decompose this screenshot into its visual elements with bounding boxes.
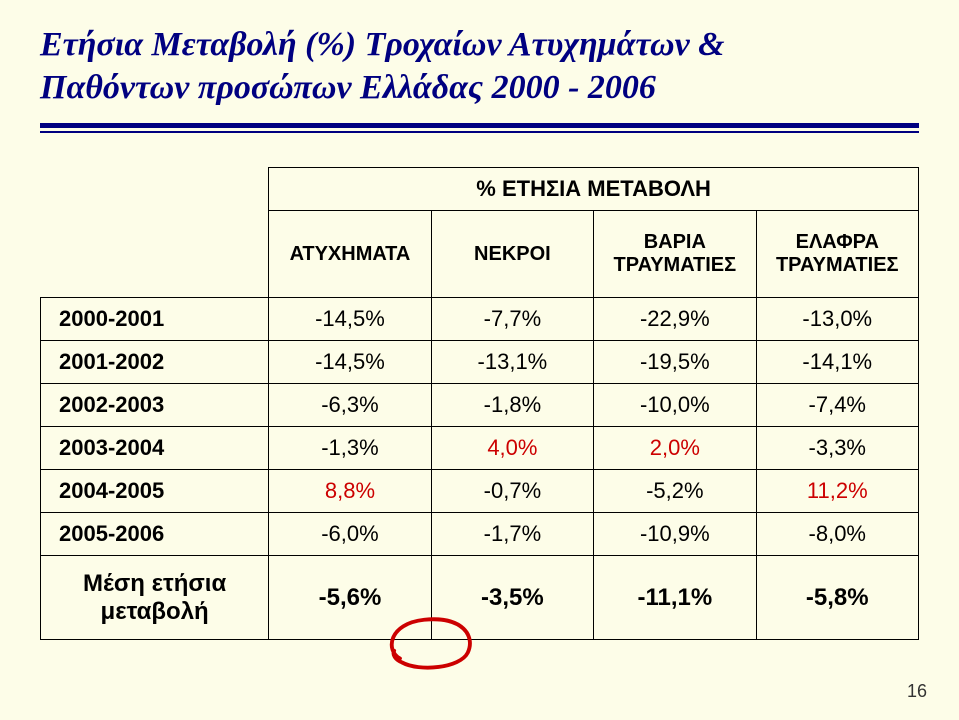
col-header: ΕΛΑΦΡΑ ΤΡΑΥΜΑΤΙΕΣ [756,211,918,298]
footer-label: Μέση ετήσια μεταβολή [41,556,269,640]
title-line-1: Ετήσια Μεταβολή (%) Τροχαίων Ατυχημάτων … [40,26,725,63]
value-cell: -10,0% [594,384,756,427]
col-header: ΑΤΥΧΗΜΑΤΑ [269,211,431,298]
footer-value: -11,1% [594,556,756,640]
year-cell: 2002-2003 [41,384,269,427]
value-cell: 11,2% [756,470,918,513]
year-cell: 2001-2002 [41,341,269,384]
year-cell: 2004-2005 [41,470,269,513]
table-row: 2003-2004 -1,3% 4,0% 2,0% -3,3% [41,427,919,470]
title-underline [40,123,919,133]
year-cell: 2000-2001 [41,298,269,341]
value-cell: -10,9% [594,513,756,556]
table-row: 2000-2001 -14,5% -7,7% -22,9% -13,0% [41,298,919,341]
table-corner-blank [41,168,269,298]
value-cell: -13,0% [756,298,918,341]
value-cell: -6,0% [269,513,431,556]
value-cell: -1,8% [431,384,593,427]
value-cell: -14,5% [269,298,431,341]
value-cell: -14,1% [756,341,918,384]
table-header-top: % ΕΤΗΣΙΑ ΜΕΤΑΒΟΛΗ [269,168,919,211]
page-number: 16 [907,681,927,702]
year-cell: 2005-2006 [41,513,269,556]
value-cell: -3,3% [756,427,918,470]
footer-value: -5,6% [269,556,431,640]
value-cell: 8,8% [269,470,431,513]
value-cell: 2,0% [594,427,756,470]
data-table: % ΕΤΗΣΙΑ ΜΕΤΑΒΟΛΗ ΑΤΥΧΗΜΑΤΑ ΝΕΚΡΟΙ ΒΑΡΙΑ… [40,167,919,640]
value-cell: -13,1% [431,341,593,384]
value-cell: -5,2% [594,470,756,513]
col-header: ΝΕΚΡΟΙ [431,211,593,298]
table-row: 2004-2005 8,8% -0,7% -5,2% 11,2% [41,470,919,513]
value-cell: -14,5% [269,341,431,384]
value-cell: -7,7% [431,298,593,341]
value-cell: -6,3% [269,384,431,427]
value-cell: -0,7% [431,470,593,513]
value-cell: -1,7% [431,513,593,556]
value-cell: -7,4% [756,384,918,427]
value-cell: -22,9% [594,298,756,341]
year-cell: 2003-2004 [41,427,269,470]
footer-value: -3,5% [431,556,593,640]
value-cell: -19,5% [594,341,756,384]
footer-value: -5,8% [756,556,918,640]
title-line-2: Παθόντων προσώπων Ελλάδας 2000 - 2006 [40,69,656,106]
value-cell: -1,3% [269,427,431,470]
value-cell: -8,0% [756,513,918,556]
value-cell: 4,0% [431,427,593,470]
col-header: ΒΑΡΙΑ ΤΡΑΥΜΑΤΙΕΣ [594,211,756,298]
table-row: 2001-2002 -14,5% -13,1% -19,5% -14,1% [41,341,919,384]
table-row: 2002-2003 -6,3% -1,8% -10,0% -7,4% [41,384,919,427]
table-row: 2005-2006 -6,0% -1,7% -10,9% -8,0% [41,513,919,556]
table-footer-row: Μέση ετήσια μεταβολή -5,6% -3,5% -11,1% … [41,556,919,640]
